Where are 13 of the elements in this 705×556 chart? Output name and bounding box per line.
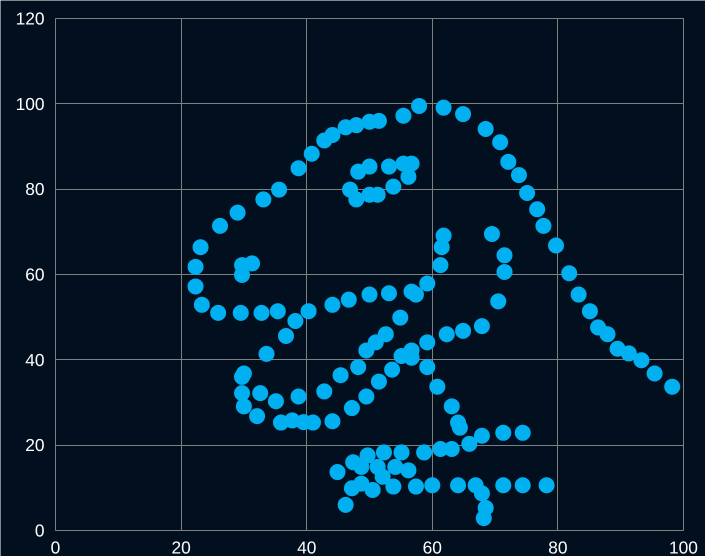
- y-tick-label: 100: [16, 94, 45, 114]
- x-tick-label: 20: [171, 538, 191, 556]
- x-tick-label: 60: [422, 538, 442, 556]
- y-tick-label: 0: [34, 520, 45, 540]
- y-tick-label: 20: [25, 435, 45, 456]
- y-tick-label: 120: [16, 8, 45, 28]
- y-tick-label: 40: [25, 350, 45, 370]
- x-tick-label: 0: [50, 538, 60, 556]
- y-tick-label: 60: [25, 264, 45, 284]
- x-tick-label: 80: [548, 538, 568, 556]
- y-tick-label: 80: [25, 179, 45, 200]
- x-tick-label: 40: [297, 538, 316, 556]
- x-tick-label: 100: [669, 538, 698, 556]
